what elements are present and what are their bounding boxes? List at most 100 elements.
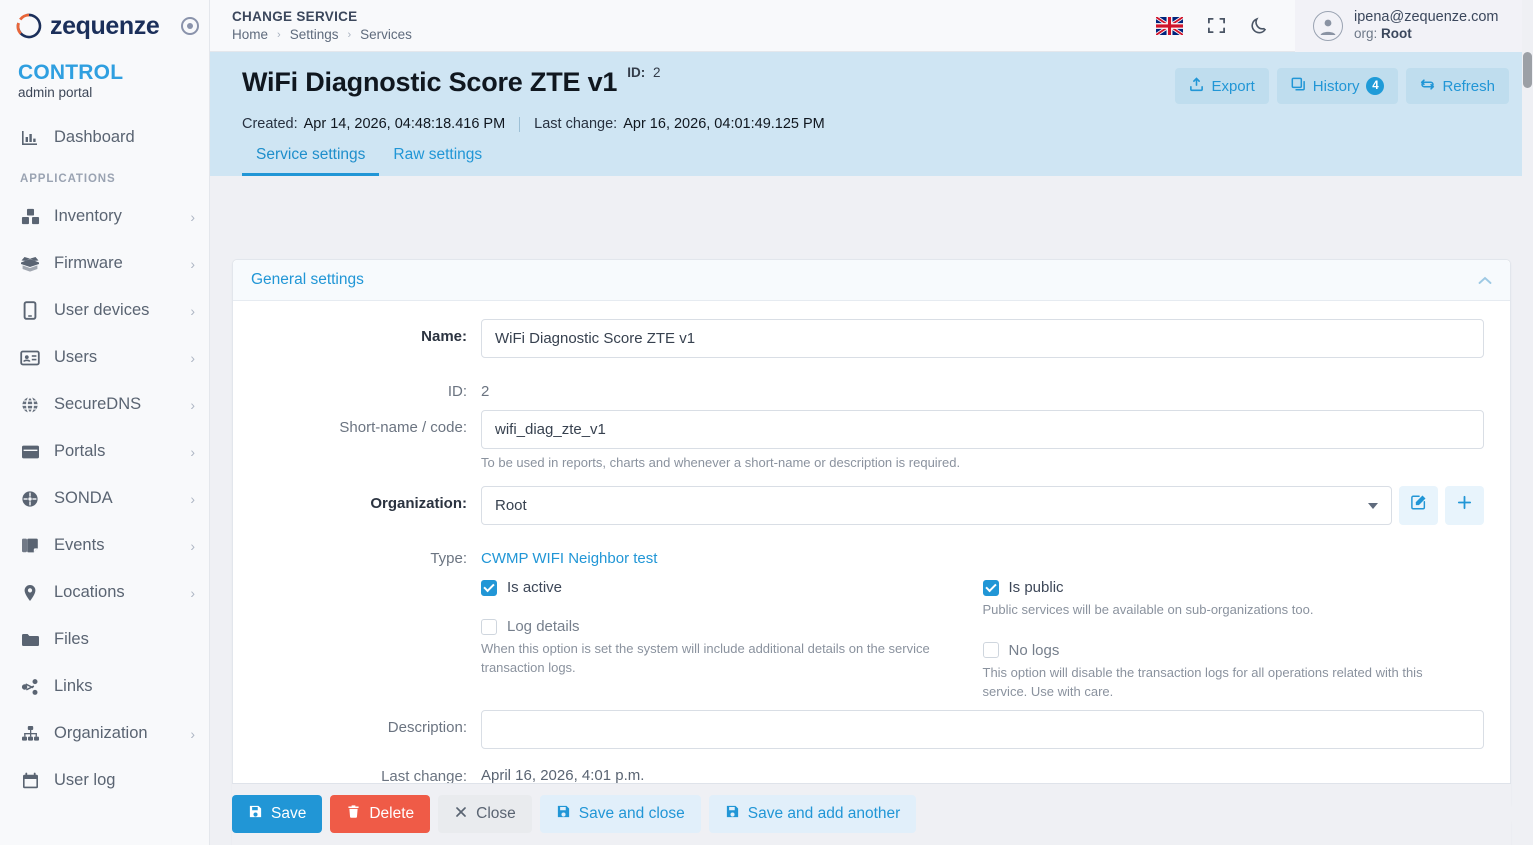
field-row-id: ID: 2 [251, 374, 1484, 400]
export-button[interactable]: Export [1175, 68, 1269, 104]
field-row-flags: Is active Log details When this op [251, 579, 1484, 704]
brand-name: zequenze [50, 11, 160, 40]
sidebar-item-label: User devices [54, 301, 150, 320]
export-upload-icon [1189, 76, 1204, 96]
flags-grid: Is active Log details When this op [481, 579, 1484, 702]
sidebar-item-securedns[interactable]: SecureDNS › [0, 381, 209, 428]
breadcrumb-link-home[interactable]: Home [232, 27, 269, 42]
add-organization-button[interactable] [1445, 486, 1484, 525]
last-change-label: Last change: [381, 767, 467, 785]
general-settings-card-header[interactable]: General settings [233, 260, 1510, 301]
sidebar-item-user-log[interactable]: User log [0, 757, 209, 804]
sidebar-item-label: Inventory [54, 207, 122, 226]
sidebar-item-dashboard[interactable]: Dashboard [0, 114, 209, 161]
globe-icon [20, 396, 40, 414]
page-id: ID: 2 [627, 65, 660, 80]
scrollbar-thumb[interactable] [1523, 52, 1532, 88]
chevron-right-icon: › [190, 490, 195, 507]
meta-divider [519, 116, 521, 132]
topbar: CHANGE SERVICE Home › Settings › Service… [210, 0, 1533, 52]
no-logs-checkbox[interactable] [982, 642, 999, 659]
collapse-sidebar-icon[interactable] [181, 17, 199, 35]
save-button-label: Save [271, 805, 307, 822]
no-logs-label: No logs [1008, 641, 1060, 659]
description-input[interactable] [481, 709, 1484, 749]
chevron-up-icon[interactable] [1478, 273, 1492, 288]
shortname-input[interactable] [481, 410, 1484, 449]
map-pin-icon [20, 584, 40, 602]
sidebar-item-label: SecureDNS [54, 395, 142, 414]
sidebar-item-sonda[interactable]: SONDA › [0, 475, 209, 522]
zequenze-logo-icon [14, 11, 44, 41]
sidebar-item-portals[interactable]: Portals › [0, 428, 209, 475]
sidebar-item-links[interactable]: Links [0, 663, 209, 710]
sidebar-item-label: Firmware [54, 254, 123, 273]
user-menu[interactable]: ipena@zequenze.com org: Root [1295, 0, 1533, 52]
no-logs-checkbox-row[interactable]: No logs [982, 641, 1455, 659]
sidebar-item-events[interactable]: Events › [0, 522, 209, 569]
last-change-value: April 16, 2026, 4:01 p.m. [481, 766, 645, 784]
delete-button-label: Delete [369, 805, 415, 822]
uk-flag-icon[interactable] [1156, 16, 1183, 35]
chevron-right-icon: › [190, 396, 195, 413]
log-details-help: When this option is set the system will … [481, 641, 930, 675]
delete-button[interactable]: Delete [330, 795, 431, 833]
breadcrumb-link-settings[interactable]: Settings [289, 27, 339, 42]
user-org-name: Root [1381, 26, 1412, 42]
log-details-checkbox-row[interactable]: Log details [481, 618, 953, 635]
sidebar-item-label: Users [54, 348, 98, 367]
is-public-checkbox[interactable] [982, 579, 999, 596]
boxes-icon [20, 207, 40, 226]
fullscreen-icon[interactable] [1207, 16, 1226, 35]
chevron-right-icon: › [190, 443, 195, 460]
breadcrumb-link-services[interactable]: Services [360, 27, 412, 42]
refresh-icon [1420, 77, 1435, 96]
save-floppy-icon [556, 804, 571, 824]
export-button-label: Export [1211, 77, 1255, 95]
user-org: org: Root [1354, 26, 1499, 43]
sidebar-item-user-devices[interactable]: User devices › [0, 287, 209, 334]
refresh-button-label: Refresh [1442, 77, 1495, 95]
is-active-checkbox-row[interactable]: Is active [481, 579, 953, 596]
type-label: Type: [430, 550, 467, 567]
plus-icon [1456, 494, 1473, 517]
dark-mode-moon-icon[interactable] [1250, 16, 1269, 35]
sidebar: zequenze CONTROL admin portal Dashboard … [0, 0, 210, 845]
tab-service-settings[interactable]: Service settings [242, 146, 380, 177]
tab-bar: Service settings Raw settings [242, 146, 1509, 177]
is-active-checkbox[interactable] [481, 579, 497, 596]
chevron-down-icon [1368, 502, 1378, 509]
save-button[interactable]: Save [232, 795, 323, 833]
edit-organization-button[interactable] [1399, 486, 1438, 525]
log-details-checkbox[interactable] [481, 618, 497, 635]
refresh-button[interactable]: Refresh [1406, 68, 1509, 104]
breadcrumb: CHANGE SERVICE Home › Settings › Service… [232, 9, 412, 42]
id-value: 2 [481, 383, 490, 400]
save-and-add-another-button[interactable]: Save and add another [708, 795, 917, 833]
vertical-scrollbar[interactable] [1522, 0, 1533, 845]
folder-icon [20, 632, 40, 648]
chevron-right-icon: › [190, 725, 195, 742]
sidebar-item-files[interactable]: Files [0, 616, 209, 663]
sidebar-item-locations[interactable]: Locations › [0, 569, 209, 616]
sidebar-item-users[interactable]: Users › [0, 334, 209, 381]
sidebar-item-inventory[interactable]: Inventory › [0, 193, 209, 240]
close-button[interactable]: Close [438, 795, 532, 833]
sidebar-item-firmware[interactable]: Firmware › [0, 240, 209, 287]
chart-bars-icon [20, 129, 40, 147]
close-x-icon [454, 805, 468, 824]
content-scroll-area: General settings Name: [210, 247, 1533, 845]
history-button[interactable]: History 4 [1276, 68, 1399, 104]
save-and-close-button[interactable]: Save and close [539, 795, 701, 833]
general-settings-title: General settings [251, 271, 364, 288]
tab-raw-settings[interactable]: Raw settings [393, 146, 483, 163]
type-value-link[interactable]: CWMP WIFI Neighbor test [481, 550, 658, 567]
name-input[interactable] [481, 319, 1484, 358]
is-public-checkbox-row[interactable]: Is public [982, 579, 1455, 596]
sidebar-item-organization[interactable]: Organization › [0, 710, 209, 757]
chevron-right-icon: › [347, 28, 352, 41]
gauge-icon [20, 490, 40, 508]
organization-select[interactable]: Root [481, 486, 1392, 525]
chevron-right-icon: › [190, 255, 195, 272]
